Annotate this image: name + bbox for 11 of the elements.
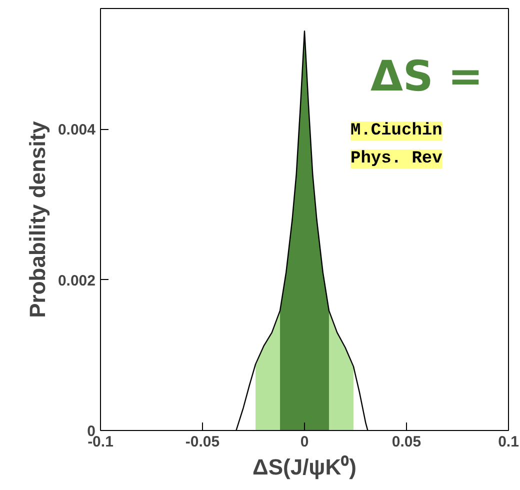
y-axis-title: Probability density — [24, 120, 50, 318]
x-tick-label: -0.05 — [185, 434, 220, 450]
y-tick-label: 0.004 — [58, 122, 96, 139]
x-axis-title: ΔS(J/ψK⁰) — [252, 454, 356, 480]
x-tick-label: 0.1 — [498, 434, 519, 450]
x-tick-label: 0 — [300, 434, 309, 450]
y-tick-label: 0.002 — [58, 272, 96, 290]
annotation: M.Ciuchin — [350, 122, 442, 140]
annotation: ΔS = — [370, 52, 484, 100]
annotation: Phys. Rev — [350, 150, 442, 168]
x-tick-label: 0.05 — [392, 434, 422, 450]
